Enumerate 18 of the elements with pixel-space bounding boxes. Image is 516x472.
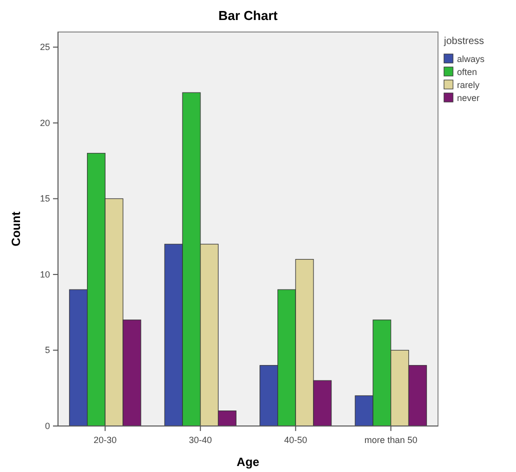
x-tick-label: more than 50	[364, 435, 418, 445]
x-tick-label: 30-40	[188, 435, 212, 445]
y-tick-label: 20	[40, 118, 50, 128]
legend-label: rarely	[457, 80, 480, 90]
y-tick-label: 10	[40, 269, 50, 280]
chart-title: Bar Chart	[218, 8, 278, 23]
legend-label: always	[457, 54, 486, 64]
legend-title: jobstress	[443, 36, 484, 47]
y-tick-label: 25	[40, 42, 50, 52]
x-tick-label: 20-30	[94, 435, 117, 445]
legend-label: often	[457, 67, 478, 77]
x-tick-label: 40-50	[284, 435, 308, 445]
y-axis-title: Count	[9, 212, 23, 246]
x-axis-title: Age	[236, 455, 260, 469]
y-tick-label: 5	[44, 345, 50, 356]
y-tick-label: 15	[40, 194, 50, 204]
legend-label: never	[457, 93, 480, 103]
y-tick-label: 0	[44, 420, 50, 431]
